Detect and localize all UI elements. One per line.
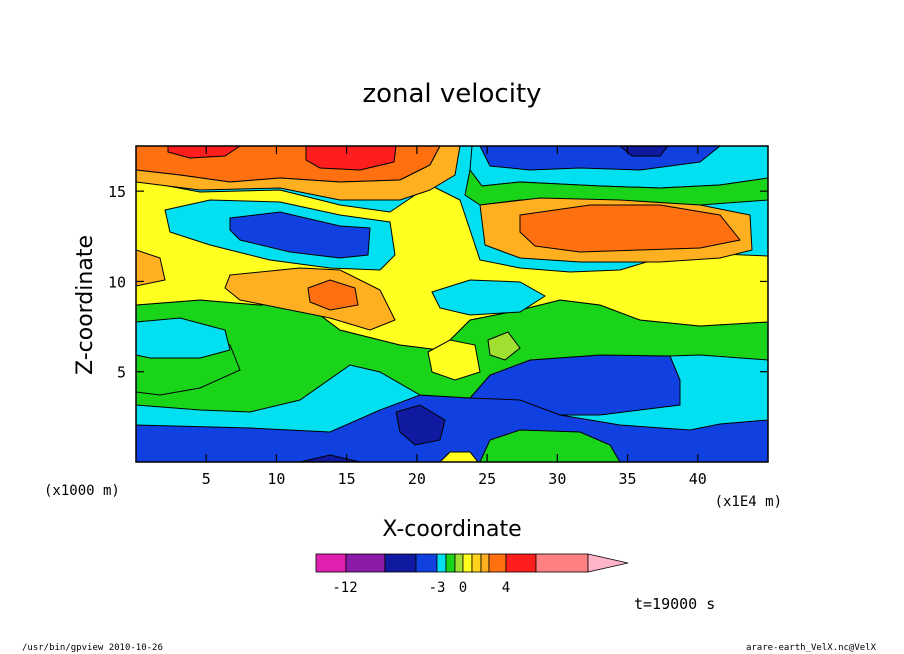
- y-axis-label: Z-coordinate: [73, 235, 98, 375]
- y-tick-label: 5: [117, 364, 126, 382]
- contour-region-blue-upper: [229, 211, 371, 259]
- x-tick-label: 40: [689, 470, 707, 488]
- colorbar-segment: [480, 553, 490, 573]
- colorbar-segment: [462, 553, 473, 573]
- colorbar-segment: [345, 553, 386, 573]
- x-tick-label: 10: [267, 470, 285, 488]
- contour-region-navy-low: [395, 404, 446, 446]
- colorbar-tick-label: -3: [429, 580, 446, 596]
- y-tick-label: 15: [108, 183, 126, 201]
- colorbar-extension-arrow: [587, 553, 629, 573]
- y-tick-label: 10: [108, 273, 126, 291]
- chart-title: zonal velocity: [362, 79, 541, 109]
- x-tick-label: 35: [619, 470, 637, 488]
- contour-region-red-topleft: [167, 146, 241, 159]
- colorbar-segment: [445, 553, 456, 573]
- x-axis-unit: (x1E4 m): [715, 494, 782, 510]
- contour-region-red-mid: [307, 279, 359, 311]
- colorbar-tick-label: 4: [502, 580, 510, 596]
- x-tick-label: 20: [408, 470, 426, 488]
- x-axis-ticks: 5 10 15 20 25 30 35 40: [202, 146, 707, 488]
- colorbar: [315, 553, 629, 573]
- contour-region-red-top: [305, 146, 397, 171]
- plot-frame: [135, 145, 769, 463]
- x-tick-label: 5: [202, 470, 211, 488]
- colorbar-segment: [315, 553, 347, 573]
- contour-region-yellow-low: [427, 339, 481, 381]
- contour-region-orange-left: [136, 249, 166, 287]
- contour-region-yellow-bottom: [439, 451, 479, 462]
- contour-region-cyan-mid: [431, 279, 546, 316]
- colorbar-tick-labels: -12 -3 0 4: [332, 580, 510, 596]
- colorbar-segment: [384, 553, 417, 573]
- colorbar-tick-label: -12: [332, 580, 357, 596]
- colorbar-tick-label: 0: [459, 580, 467, 596]
- y-axis-ticks: 5 10 15: [108, 183, 768, 382]
- y-axis-unit: (x1000 m): [44, 483, 120, 499]
- colorbar-segment: [535, 553, 589, 573]
- footer-right: arare-earth_VelX.nc@VelX: [746, 643, 877, 653]
- contour-region-navy-bottom: [299, 454, 361, 462]
- contour-region-lightorange: [136, 146, 461, 201]
- x-tick-label: 15: [338, 470, 356, 488]
- x-tick-label: 30: [548, 470, 566, 488]
- x-tick-label: 25: [478, 470, 496, 488]
- time-label: t=19000 s: [634, 595, 715, 613]
- colorbar-segment: [454, 553, 464, 573]
- x-axis-label: X-coordinate: [382, 517, 521, 542]
- colorbar-segment: [505, 553, 537, 573]
- contour-field: [136, 146, 768, 462]
- footer-left: /usr/bin/gpview 2010-10-26: [22, 643, 163, 653]
- contour-region-cyan-left: [136, 317, 231, 359]
- colorbar-segment: [415, 553, 438, 573]
- colorbar-segment: [471, 553, 482, 573]
- contour-region-lightgreen-low: [487, 331, 521, 361]
- contour-region-orange-right: [519, 204, 741, 253]
- colorbar-segment: [488, 553, 507, 573]
- contour-region-green-bottom: [479, 429, 621, 462]
- colorbar-segment: [436, 553, 447, 573]
